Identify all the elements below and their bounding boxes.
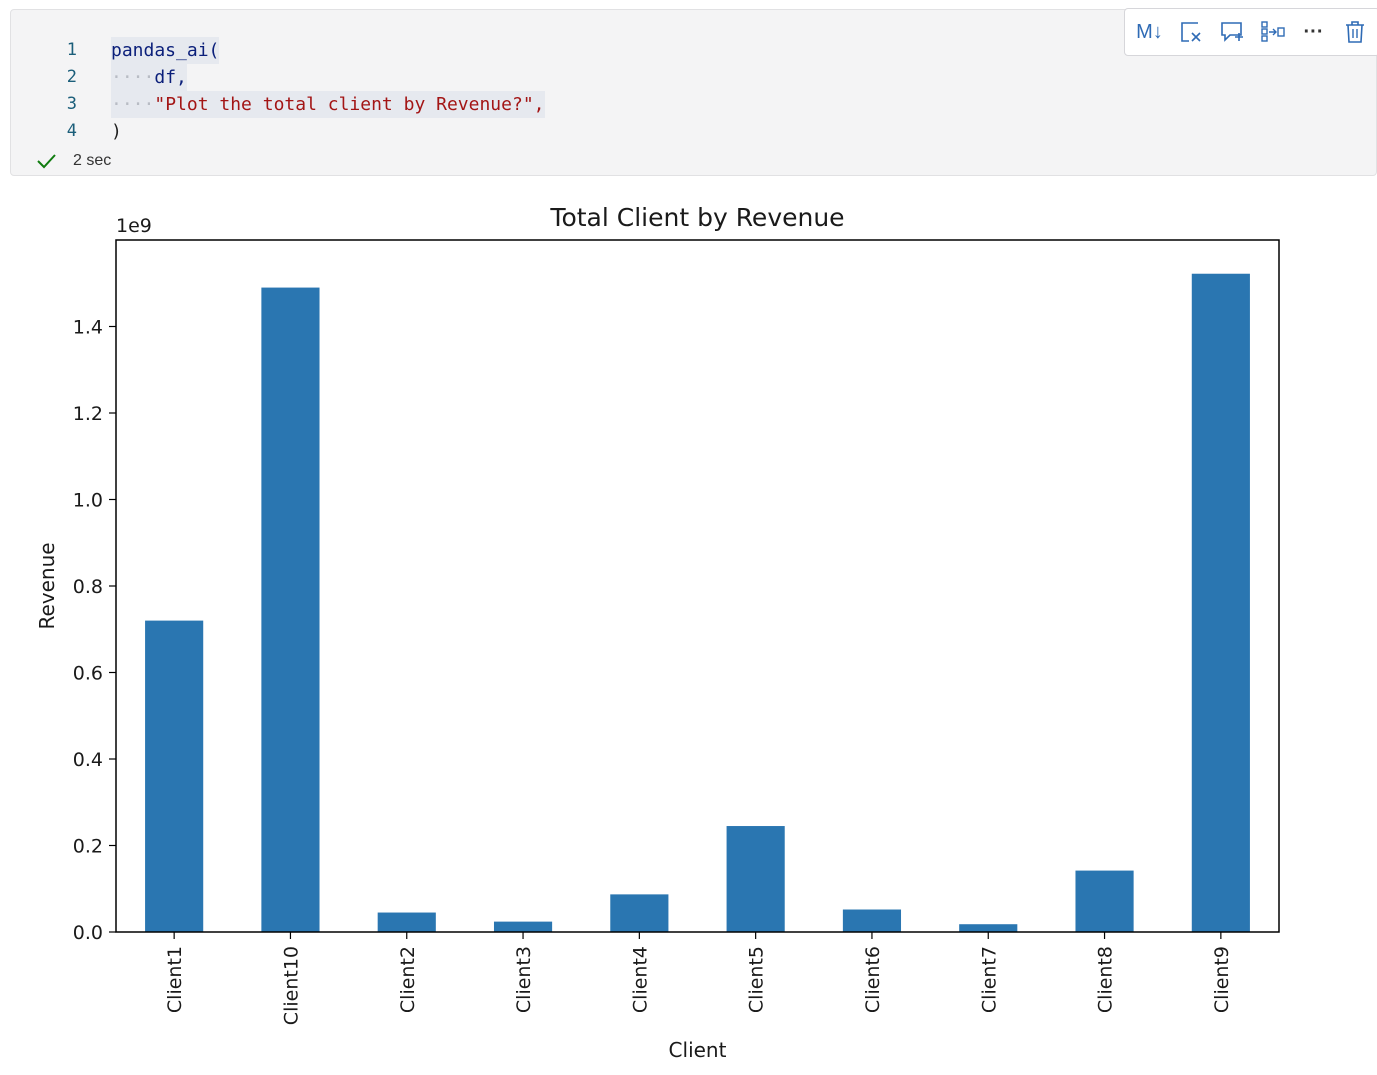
- bar-client7: [959, 924, 1018, 932]
- bar-client3: [493, 921, 553, 932]
- line-number: 1: [66, 40, 77, 60]
- bar-chart: Total Client by Revenue 1e9 Client Reven…: [0, 180, 1377, 1075]
- y-tick-label: 0.2: [73, 836, 103, 858]
- bar-client5: [726, 826, 785, 932]
- code-line: 2 ····df,: [11, 64, 711, 91]
- markdown-icon: M↓: [1136, 20, 1163, 43]
- code-line: 3 ····"Plot the total client by Revenue?…: [11, 91, 711, 118]
- y-tick-label: 1.0: [73, 490, 103, 512]
- x-tick-label: Client10: [280, 946, 302, 1025]
- bar-client4: [610, 894, 669, 932]
- trash-icon: [1345, 21, 1364, 43]
- code-cell[interactable]: 1 pandas_ai( 2 ····df, 3 ····"Plot the t…: [10, 8, 1377, 176]
- code-editor[interactable]: 1 pandas_ai( 2 ····df, 3 ····"Plot the t…: [11, 37, 711, 145]
- x-tick-label: Client3: [513, 946, 535, 1013]
- bar-client8: [1075, 870, 1134, 932]
- clear-output-button[interactable]: [1174, 15, 1208, 49]
- y-tick-label: 0.6: [73, 663, 103, 685]
- x-ticks-group: Client1 Client10 Client2 Client3 Client4 Clie…: [164, 932, 1233, 1025]
- clear-output-icon: [1180, 22, 1201, 42]
- y-tick-label: 1.2: [73, 403, 103, 425]
- x-tick-label: Client1: [164, 946, 186, 1013]
- y-tick-label: 0.4: [73, 749, 103, 771]
- x-tick-label: Client8: [1095, 946, 1117, 1013]
- line-number: 2: [66, 67, 77, 87]
- execution-duration: 2 sec: [73, 152, 112, 169]
- chart-svg: Total Client by Revenue 1e9 Client Reven…: [35, 203, 1280, 1062]
- axis-offset-label: 1e9: [116, 215, 152, 237]
- split-cell-icon: [1260, 21, 1285, 42]
- code-line: 1 pandas_ai(: [11, 37, 711, 64]
- cell-toolbar: M↓ ···: [1124, 8, 1377, 56]
- code-string: "Plot the total client by Revenue?",: [154, 94, 545, 115]
- check-icon: [37, 154, 56, 169]
- x-tick-label: Client2: [397, 946, 419, 1013]
- indent-whitespace: ····: [111, 94, 155, 115]
- code-text: pandas_ai(: [111, 40, 220, 61]
- x-tick-label: Client7: [978, 946, 1000, 1013]
- bar-client9: [1191, 273, 1250, 932]
- plot-frame: [115, 239, 1280, 933]
- bar-client1: [145, 620, 204, 932]
- split-cell-button[interactable]: [1256, 15, 1290, 49]
- bar-client6: [842, 909, 902, 932]
- x-axis-label: Client: [669, 1038, 727, 1062]
- y-tick-label: 0.8: [73, 576, 103, 598]
- x-tick-label: Client6: [862, 946, 884, 1013]
- bar-client2: [377, 912, 436, 932]
- bar-client10: [261, 287, 320, 932]
- execution-status: 2 sec: [35, 150, 111, 172]
- line-number: 3: [66, 94, 77, 114]
- x-tick-label: Client5: [746, 946, 768, 1013]
- bars-group: [145, 273, 1250, 932]
- x-tick-label: Client4: [629, 946, 651, 1013]
- code-line: 4 ): [11, 118, 711, 145]
- code-text: df,: [154, 67, 187, 88]
- markdown-button[interactable]: M↓: [1133, 15, 1167, 49]
- y-tick-label: 1.4: [73, 317, 103, 339]
- y-axis-label: Revenue: [35, 542, 59, 629]
- code-text: ): [111, 121, 122, 142]
- y-ticks-group: 0.0 0.2 0.4 0.6 0.8 1.0 1.2 1.4: [73, 317, 116, 944]
- ellipsis-icon: ···: [1303, 20, 1324, 43]
- chart-title: Total Client by Revenue: [549, 203, 844, 232]
- x-tick-label: Client9: [1211, 946, 1233, 1013]
- add-comment-button[interactable]: [1215, 15, 1249, 49]
- indent-whitespace: ····: [111, 67, 155, 88]
- y-tick-label: 0.0: [73, 922, 103, 944]
- delete-button[interactable]: [1338, 15, 1372, 49]
- line-number: 4: [66, 121, 77, 141]
- comment-add-icon: [1220, 22, 1243, 42]
- more-button[interactable]: ···: [1297, 15, 1331, 49]
